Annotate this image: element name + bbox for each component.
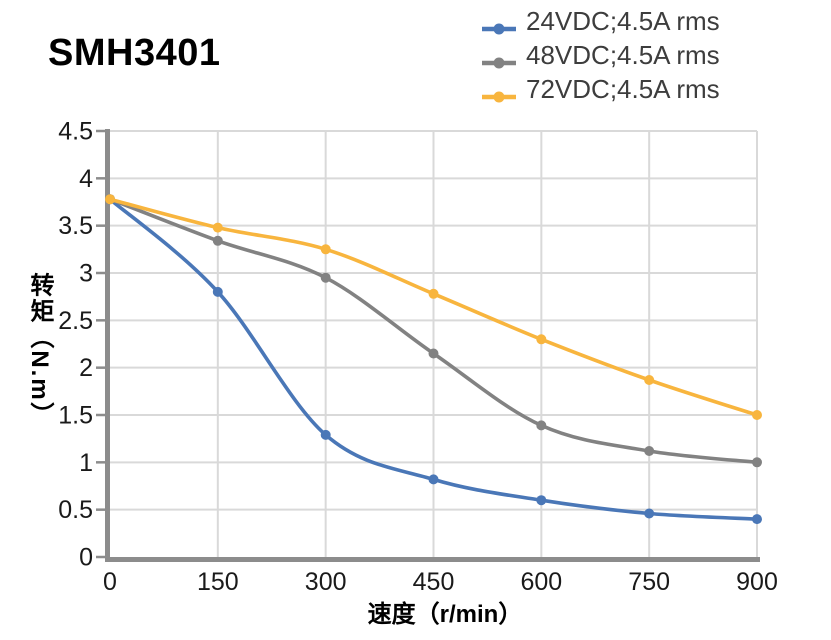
x-tick-label: 600	[520, 568, 562, 596]
y-tick-label: 2.5	[58, 307, 93, 335]
y-tick-label: 2	[79, 354, 93, 382]
y-tick-label: 1.5	[58, 402, 93, 430]
legend-item-48vdc: 48VDC;4.5A rms	[481, 38, 720, 72]
legend-label: 72VDC;4.5A rms	[526, 73, 720, 104]
legend-item-72vdc: 72VDC;4.5A rms	[481, 72, 720, 106]
legend-label: 24VDC;4.5A rms	[526, 5, 720, 36]
data-point-marker	[212, 222, 223, 233]
line-marker-icon	[482, 91, 516, 103]
data-point-marker	[105, 194, 115, 205]
y-tick-label: 1	[79, 449, 93, 477]
data-point-marker	[212, 235, 223, 246]
x-axis-title: 速度（r/min）	[367, 601, 523, 628]
y-tick-label: 4.5	[58, 118, 93, 146]
data-point-marker	[644, 375, 655, 385]
data-point-marker	[428, 348, 439, 359]
chart-title: SMH3401	[48, 32, 221, 74]
x-tick-label: 450	[413, 568, 455, 596]
x-tick-label: 900	[736, 568, 778, 596]
legend-dot	[493, 91, 505, 103]
data-point-marker	[536, 495, 547, 506]
legend-dot	[493, 23, 505, 35]
legend-label: 48VDC;4.5A rms	[526, 39, 720, 70]
y-tick-label: 3	[79, 260, 93, 288]
line-marker-icon	[482, 57, 516, 69]
x-tick-label: 150	[197, 568, 239, 596]
data-point-marker	[536, 334, 547, 345]
y-tick-label: 3.5	[58, 212, 93, 240]
x-tick-label: 0	[103, 568, 117, 596]
data-point-marker	[752, 410, 762, 420]
data-point-marker	[428, 288, 439, 299]
legend-dot	[493, 57, 505, 69]
y-tick-label: 0.5	[58, 496, 93, 524]
y-tick-label: 0	[79, 544, 93, 572]
data-point-marker	[212, 286, 223, 297]
x-tick-label: 750	[628, 568, 670, 596]
y-axis-title: 转矩（N.m）	[26, 272, 53, 428]
data-point-marker	[536, 420, 547, 431]
data-point-marker	[644, 446, 655, 456]
data-point-marker	[428, 474, 439, 485]
data-point-marker	[752, 457, 762, 468]
legend: 24VDC;4.5A rms 48VDC;4.5A rms 72VDC;4.5A…	[481, 4, 720, 106]
data-point-marker	[320, 429, 331, 440]
data-point-marker	[752, 514, 762, 525]
data-point-marker	[320, 272, 331, 283]
legend-item-24vdc: 24VDC;4.5A rms	[481, 4, 720, 38]
x-tick-label: 300	[305, 568, 347, 596]
y-tick-label: 4	[79, 165, 93, 193]
line-marker-icon	[482, 23, 516, 35]
data-point-marker	[320, 244, 331, 255]
data-point-marker	[644, 508, 655, 519]
